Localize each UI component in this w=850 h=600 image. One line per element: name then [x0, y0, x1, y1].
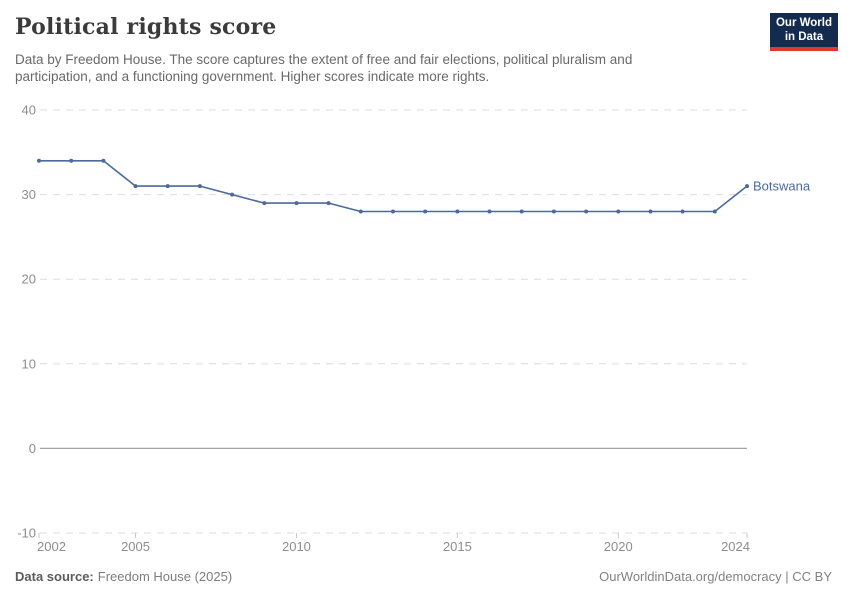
x-axis-tick-label: 2020: [604, 539, 633, 554]
data-point[interactable]: [712, 209, 717, 214]
y-axis-tick-label: 30: [22, 187, 36, 202]
data-point[interactable]: [519, 209, 524, 214]
y-axis-tick-label: 10: [22, 356, 36, 371]
data-point[interactable]: [165, 184, 170, 189]
data-point[interactable]: [358, 209, 363, 214]
y-axis-tick-label: 40: [22, 103, 36, 118]
owid-logo-line2: in Data: [784, 30, 824, 43]
y-axis-tick-label: 20: [22, 272, 36, 287]
data-point[interactable]: [230, 192, 235, 197]
data-point[interactable]: [648, 209, 653, 214]
owid-logo-line1: Our World: [775, 17, 832, 29]
data-point[interactable]: [133, 184, 138, 189]
x-axis-tick-label: 2010: [282, 539, 311, 554]
data-source-label: Data source:: [15, 569, 94, 584]
data-point[interactable]: [455, 209, 460, 214]
data-point[interactable]: [69, 158, 74, 163]
y-axis-tick-label: 0: [29, 441, 36, 456]
data-point[interactable]: [551, 209, 556, 214]
series-end-label[interactable]: Botswana: [753, 179, 811, 194]
data-point[interactable]: [294, 201, 299, 206]
data-point[interactable]: [616, 209, 621, 214]
data-point[interactable]: [197, 184, 202, 189]
data-point[interactable]: [326, 201, 331, 206]
x-axis-tick-label: 2015: [443, 539, 472, 554]
data-point[interactable]: [745, 184, 749, 189]
x-axis-tick-label: 2002: [37, 539, 66, 554]
owid-license-link[interactable]: OurWorldinData.org/democracy | CC BY: [599, 569, 832, 584]
data-point[interactable]: [262, 201, 267, 206]
series-line-botswana[interactable]: [38, 160, 748, 213]
x-axis-tick-label: 2005: [121, 539, 150, 554]
data-source: Data source: Freedom House (2025): [15, 569, 232, 584]
data-point[interactable]: [37, 158, 41, 163]
data-point[interactable]: [487, 209, 492, 214]
data-point[interactable]: [584, 209, 589, 214]
x-axis-tick-label: 2024: [721, 539, 750, 554]
owid-logo[interactable]: Our World in Data: [769, 13, 838, 51]
data-point[interactable]: [391, 209, 395, 214]
y-axis-tick-label: -10: [17, 526, 36, 541]
data-point[interactable]: [423, 209, 428, 214]
data-point[interactable]: [680, 209, 685, 214]
chart-subtitle: Data by Freedom House. The score capture…: [15, 52, 633, 84]
page-title: Political rights score: [15, 14, 277, 40]
data-point[interactable]: [101, 158, 106, 163]
data-source-value: Freedom House (2025): [97, 569, 233, 584]
